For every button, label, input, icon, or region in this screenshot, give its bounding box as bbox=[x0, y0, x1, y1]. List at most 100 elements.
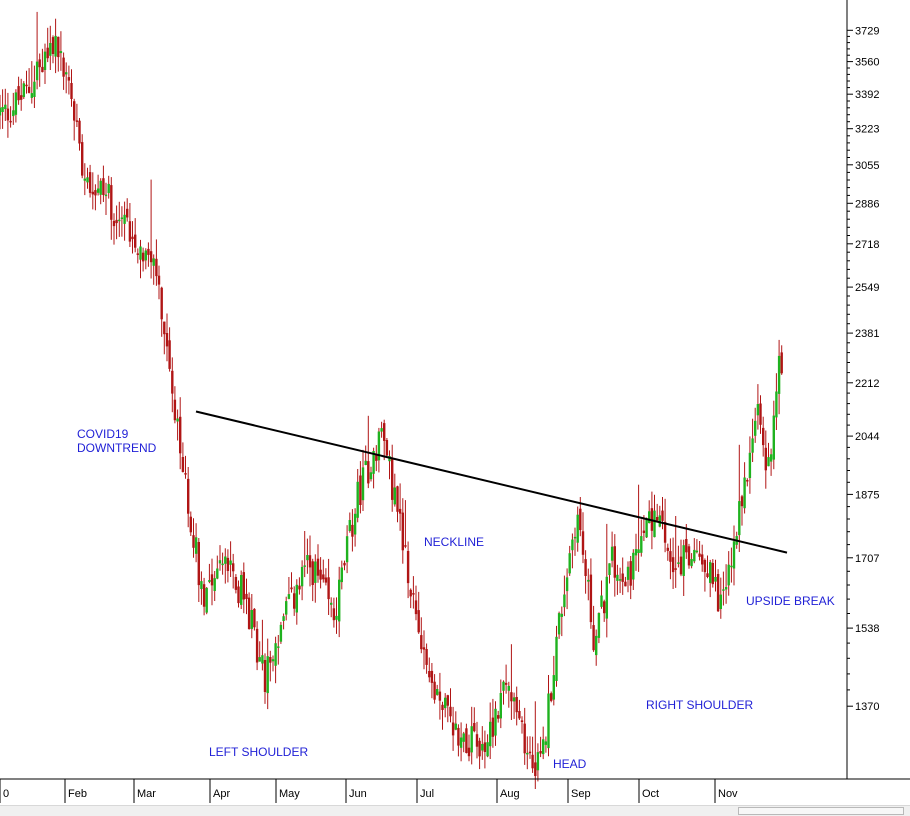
candle-body bbox=[462, 733, 465, 742]
candle-body bbox=[67, 77, 71, 81]
candle-body bbox=[581, 531, 585, 555]
neckline-trendline bbox=[195, 410, 788, 554]
candle-body bbox=[136, 253, 139, 255]
candle-body bbox=[507, 685, 510, 691]
candle-body bbox=[285, 601, 288, 615]
candle-body bbox=[208, 580, 211, 582]
candle-body bbox=[727, 564, 730, 586]
candle-body bbox=[216, 568, 219, 579]
candle-body bbox=[173, 399, 177, 421]
candle-body bbox=[104, 194, 108, 197]
candle-body bbox=[732, 541, 736, 569]
candle-body bbox=[54, 35, 57, 57]
candle-body bbox=[489, 721, 492, 747]
candle-body bbox=[33, 81, 36, 97]
candle-body bbox=[642, 530, 646, 533]
candle-body bbox=[383, 423, 386, 441]
candle-body bbox=[200, 581, 203, 589]
candle-body bbox=[41, 66, 44, 73]
candle-body bbox=[38, 59, 41, 68]
candle-body bbox=[459, 737, 463, 748]
candle-body bbox=[356, 481, 359, 518]
candle-body bbox=[107, 183, 110, 194]
candle-body bbox=[306, 555, 309, 561]
candle-body bbox=[441, 704, 444, 710]
candle-body bbox=[486, 742, 489, 757]
candle-body bbox=[478, 740, 481, 757]
candle-body bbox=[171, 370, 174, 394]
candle-body bbox=[449, 706, 452, 717]
candle-body bbox=[118, 219, 121, 222]
candle-body bbox=[308, 555, 312, 568]
candle-body bbox=[99, 180, 102, 195]
x-tick-label: Jun bbox=[349, 788, 367, 800]
candle-body bbox=[316, 558, 320, 576]
candle-body bbox=[192, 535, 195, 548]
candle-body bbox=[518, 711, 521, 719]
horizontal-scrollbar[interactable] bbox=[0, 805, 910, 816]
candle-body bbox=[457, 727, 460, 746]
candle-body bbox=[152, 258, 155, 266]
candle-body bbox=[131, 236, 134, 240]
candle-body bbox=[181, 457, 185, 472]
candle-body bbox=[404, 545, 407, 547]
x-tick-label: 0 bbox=[3, 788, 9, 800]
candle-body bbox=[242, 572, 245, 600]
candle-body bbox=[234, 577, 238, 590]
candle-body bbox=[481, 744, 484, 751]
scrollbar-thumb[interactable] bbox=[738, 807, 904, 815]
candle-body bbox=[115, 219, 118, 224]
candle-body bbox=[422, 647, 426, 650]
candle-body bbox=[557, 613, 561, 635]
candle-body bbox=[621, 573, 624, 582]
candle-body bbox=[539, 751, 542, 754]
candle-body bbox=[663, 521, 667, 543]
candle-body bbox=[597, 613, 601, 638]
y-tick-label: 3560 bbox=[855, 57, 879, 69]
candle-body bbox=[406, 551, 410, 584]
candle-body bbox=[467, 747, 471, 757]
candle-body bbox=[669, 551, 672, 562]
candle-body bbox=[613, 546, 616, 578]
candle-body bbox=[438, 691, 442, 701]
candle-body bbox=[75, 120, 79, 122]
candle-body bbox=[332, 608, 336, 621]
candle-body bbox=[491, 717, 495, 737]
candle-body bbox=[303, 565, 306, 567]
candle-body bbox=[526, 752, 529, 755]
candle-body bbox=[608, 563, 611, 575]
x-axis: 0 Feb Mar Apr May Jun Jul Aug Sep Oct Nov bbox=[0, 779, 738, 803]
candle-body bbox=[510, 692, 513, 702]
candle-body bbox=[348, 520, 351, 531]
candle-body bbox=[300, 566, 304, 587]
candle-body bbox=[499, 693, 502, 719]
candle-body bbox=[102, 178, 105, 195]
candle-body bbox=[1, 107, 4, 112]
candle-body bbox=[359, 475, 362, 505]
candle-body bbox=[616, 574, 619, 581]
candle-body bbox=[690, 559, 693, 567]
candle-body bbox=[20, 95, 23, 100]
candle-body bbox=[701, 554, 704, 565]
candle-body bbox=[671, 557, 675, 573]
candle-body bbox=[592, 625, 595, 651]
candle-body bbox=[759, 403, 762, 425]
candle-body bbox=[679, 556, 683, 575]
y-tick-label: 3223 bbox=[855, 124, 879, 136]
candle-body bbox=[687, 546, 691, 566]
candle-body bbox=[380, 428, 383, 432]
candle-body bbox=[232, 563, 235, 572]
candle-body bbox=[141, 252, 145, 262]
candle-body bbox=[263, 660, 267, 692]
candle-body bbox=[338, 579, 341, 622]
candle-body bbox=[674, 568, 677, 570]
y-tick-label: 1875 bbox=[855, 489, 879, 501]
candle-body bbox=[30, 93, 33, 98]
candle-body bbox=[706, 573, 709, 577]
candle-body bbox=[430, 670, 434, 683]
candle-body bbox=[584, 559, 587, 576]
candle-body bbox=[91, 191, 94, 195]
y-tick-label: 2212 bbox=[855, 378, 879, 390]
candle-body bbox=[149, 251, 153, 263]
candle-body bbox=[147, 248, 150, 255]
